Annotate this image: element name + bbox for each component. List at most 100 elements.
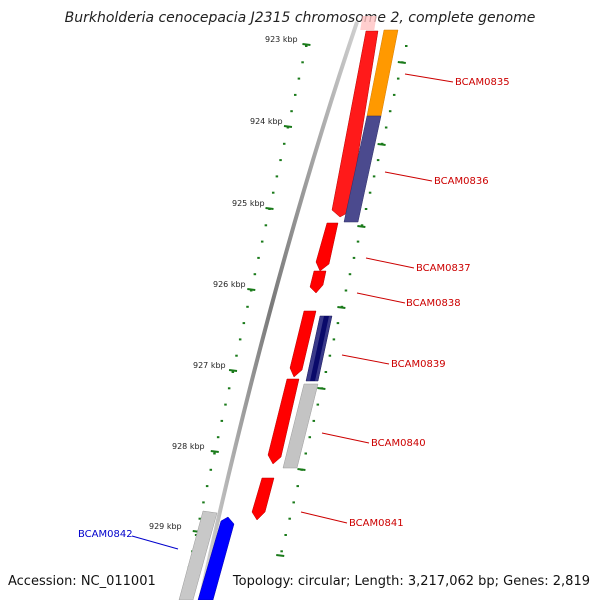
ruler-major-tick [228, 369, 238, 372]
ruler-dot [293, 93, 297, 96]
ruler-dot [296, 485, 299, 488]
ruler-dot [405, 45, 408, 47]
ruler-dot [220, 419, 224, 422]
ruler-major-tick [357, 225, 366, 228]
ruler-label-926: 926 kbp [213, 280, 246, 289]
ruler-dot [279, 159, 282, 162]
ruler-dot [336, 322, 340, 325]
gene-label-bcam0841[interactable]: BCAM0841 [349, 518, 404, 529]
ruler-dot [360, 224, 364, 227]
ruler-dot [227, 387, 231, 390]
ruler-label-929: 929 kbp [149, 522, 182, 531]
ruler-major-tick [337, 306, 346, 309]
gene-label-bcam0839[interactable]: BCAM0839 [391, 359, 446, 370]
ruler-dot [286, 126, 290, 129]
ruler-dot [312, 419, 316, 422]
ruler-dot [356, 240, 360, 243]
ruler-dot [284, 534, 287, 536]
gene-labels: BCAM0835 BCAM0836 BCAM0837 BCAM0838 BCAM… [78, 77, 510, 540]
ruler-dot [368, 191, 372, 194]
ruler-dot [242, 322, 246, 325]
ruler-major-ticks [192, 43, 406, 557]
cog-features [178, 29, 399, 600]
ruler-major-tick [283, 125, 293, 128]
ruler-major-tick [397, 61, 406, 64]
ruler-dot [292, 501, 295, 504]
ruler-dot [235, 354, 238, 357]
cog-feature-grey[interactable] [282, 383, 319, 469]
ruler-dot [238, 338, 242, 341]
ruler-major-tick [210, 450, 219, 453]
ruler-dot [352, 256, 356, 259]
ruler-major-tick [265, 207, 274, 210]
ruler-dot [260, 240, 264, 243]
gene-feature-bcam0837-fwd[interactable] [315, 222, 339, 272]
ruler-dot [324, 371, 328, 373]
ruler-dot [257, 256, 260, 259]
gene-label-bcam0835[interactable]: BCAM0835 [455, 77, 510, 88]
ruler-dot [213, 452, 216, 455]
gene-feature-bcam0839-fwd[interactable] [289, 310, 317, 378]
ruler-dot [275, 175, 279, 178]
cog-feature-navy-stripe[interactable] [310, 316, 329, 381]
ruler-dot [264, 224, 268, 227]
gene-label-bcam0836[interactable]: BCAM0836 [434, 176, 489, 187]
ruler-major-tick [302, 43, 311, 46]
ruler-major-tick [317, 387, 326, 390]
ruler-dot [308, 436, 312, 439]
ruler-dot [328, 354, 332, 357]
accession-text: Accession: NC_011001 [8, 574, 156, 589]
gene-feature-bcam0835-fwd[interactable] [331, 30, 379, 218]
ruler-dot [209, 468, 213, 471]
forward-strand-genes [251, 16, 379, 521]
gene-label-bcam0837[interactable]: BCAM0837 [416, 263, 471, 274]
gene-feature-bcam0838-fwd[interactable] [309, 270, 327, 294]
ruler-dot [348, 273, 352, 276]
ruler-major-tick [276, 554, 285, 557]
ruler-dot [288, 517, 291, 520]
label-leaders [131, 73, 454, 550]
ruler-dot [344, 289, 348, 292]
ruler-dot [305, 45, 308, 47]
map-title: Burkholderia cenocepacia J2315 chromosom… [64, 10, 536, 26]
ruler-label-925: 925 kbp [232, 199, 265, 208]
gene-feature-bcam0841-fwd[interactable] [251, 477, 275, 521]
ruler-dot [384, 126, 388, 129]
ruler-major-tick [247, 288, 256, 291]
cog-feature-purple[interactable] [343, 115, 382, 223]
ruler-dot [376, 159, 380, 162]
ruler-dot [194, 534, 198, 536]
gene-feature-bcam0842-rev[interactable] [197, 516, 235, 600]
ruler-dot [271, 191, 275, 194]
ruler-dot [304, 452, 308, 455]
ruler-dot [364, 208, 368, 210]
gene-feature-bcam0840-fwd[interactable] [267, 378, 300, 465]
ruler-dot [332, 338, 336, 341]
ruler-dot [216, 436, 220, 439]
ruler-dot [392, 93, 396, 96]
ruler-label-928: 928 kbp [172, 442, 205, 451]
gene-label-bcam0842[interactable]: BCAM0842 [78, 529, 133, 540]
ruler-dot [316, 403, 320, 406]
ruler-major-tick [377, 143, 386, 146]
ruler-dot [297, 77, 301, 80]
ruler-label-924: 924 kbp [250, 117, 283, 126]
genome-summary-text: Topology: circular; Length: 3,217,062 bp… [232, 574, 590, 589]
ruler-dot [224, 403, 227, 406]
cog-feature-grey-reverse[interactable] [178, 510, 218, 600]
ruler-dot [280, 550, 283, 553]
chromosome-backbone [198, 21, 359, 600]
ruler-dot [396, 77, 400, 80]
ruler-dot [253, 273, 257, 276]
gene-label-bcam0840[interactable]: BCAM0840 [371, 438, 426, 449]
gene-highlight [360, 16, 377, 30]
ruler-dot [301, 61, 304, 64]
ruler-dot [198, 517, 202, 520]
ruler-dot [290, 110, 293, 113]
ruler-dot [205, 485, 209, 488]
gene-label-bcam0838[interactable]: BCAM0838 [406, 298, 461, 309]
ruler-dot [246, 305, 249, 308]
ruler-dot [388, 110, 392, 113]
ruler-major-tick [297, 468, 306, 471]
